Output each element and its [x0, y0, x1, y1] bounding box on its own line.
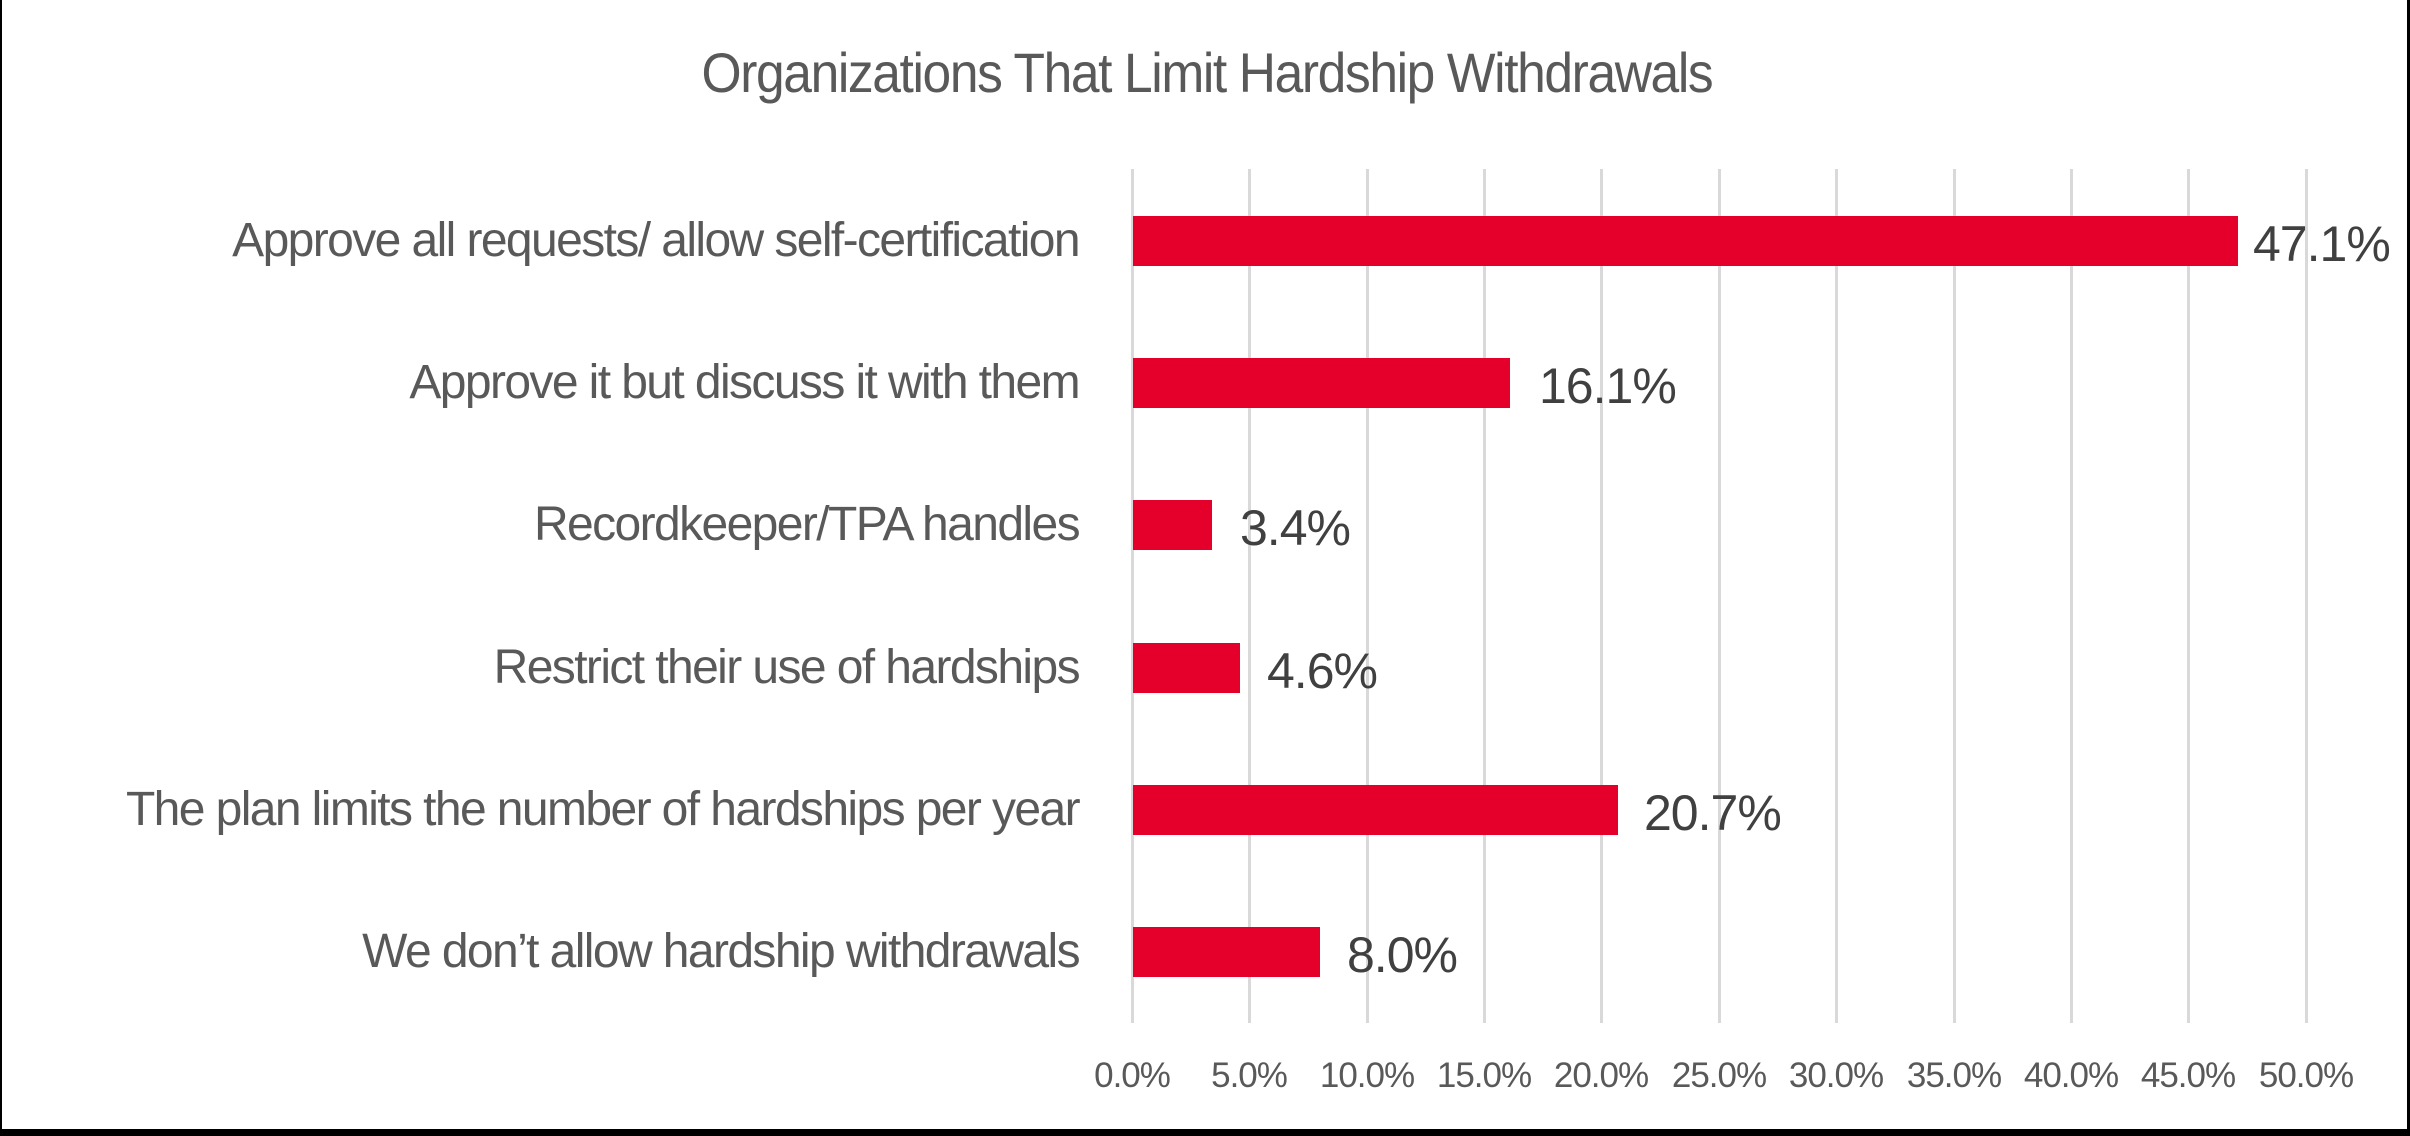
bar: [1133, 216, 2238, 266]
x-tick-label: 5.0%: [1211, 1056, 1288, 1095]
gridline-40: [2070, 169, 2073, 1023]
x-tick-label: 50.0%: [2258, 1056, 2354, 1095]
category-label: Approve it but discuss it with them: [409, 356, 1080, 409]
gridline-0: [1131, 169, 1134, 1023]
bar: [1133, 927, 1320, 977]
gridline-35: [1953, 169, 1956, 1023]
gridline-15: [1483, 169, 1486, 1023]
category-label: Approve all requests/ allow self-certifi…: [232, 214, 1080, 267]
x-tick-label: 20.0%: [1553, 1056, 1649, 1095]
value-label: 47.1%: [2253, 216, 2391, 272]
bar: [1133, 785, 1618, 835]
x-tick-label: 0.0%: [1094, 1056, 1171, 1095]
gridline-30: [1835, 169, 1838, 1023]
gridline-45: [2187, 169, 2190, 1023]
x-tick-label: 30.0%: [1788, 1056, 1884, 1095]
x-tick-label: 15.0%: [1436, 1056, 1532, 1095]
x-tick-label: 10.0%: [1319, 1056, 1415, 1095]
value-label: 8.0%: [1347, 927, 1458, 983]
category-label: Recordkeeper/TPA handles: [533, 498, 1081, 551]
gridline-10: [1366, 169, 1369, 1023]
category-label: Restrict their use of hardships: [493, 641, 1081, 694]
value-label: 3.4%: [1240, 500, 1351, 556]
value-label: 16.1%: [1539, 358, 1677, 414]
value-label: 4.6%: [1267, 643, 1378, 699]
bar: [1133, 500, 1212, 550]
chart-title: Organizations That Limit Hardship Withdr…: [701, 41, 1714, 104]
gridline-5: [1248, 169, 1251, 1023]
x-tick-label: 45.0%: [2140, 1056, 2236, 1095]
gridline-20: [1600, 169, 1603, 1023]
gridline-50: [2305, 169, 2308, 1023]
bar: [1133, 643, 1240, 693]
gridline-25: [1718, 169, 1721, 1023]
category-label: The plan limits the number of hardships …: [125, 783, 1081, 836]
x-tick-label: 40.0%: [2023, 1056, 2119, 1095]
category-label: We don’t allow hardship withdrawals: [362, 925, 1080, 978]
x-tick-label: 25.0%: [1671, 1056, 1767, 1095]
value-label: 20.7%: [1644, 785, 1782, 841]
bar: [1133, 358, 1510, 408]
x-tick-label: 35.0%: [1906, 1056, 2002, 1095]
